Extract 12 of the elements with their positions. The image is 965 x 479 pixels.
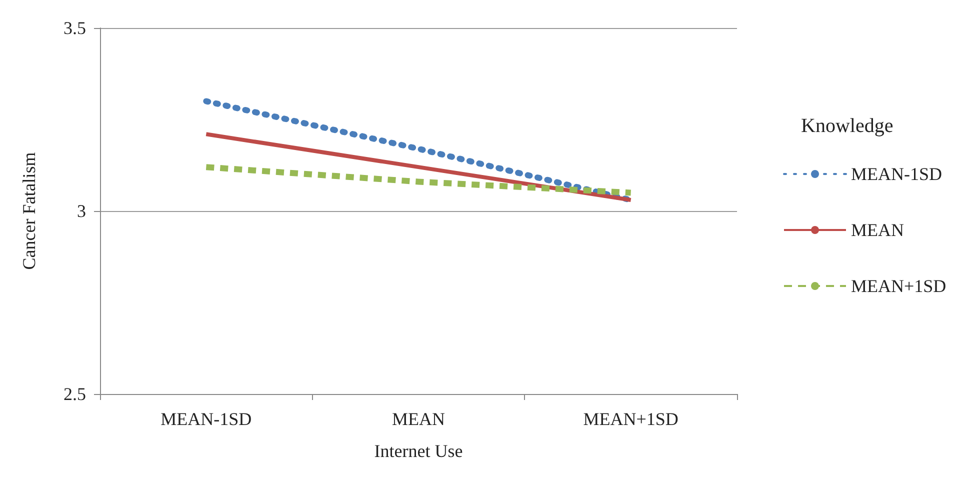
y-tick-label: 3.5 [64, 18, 86, 38]
legend-label: MEAN-1SD [851, 164, 942, 184]
x-tick-label: MEAN-1SD [160, 409, 252, 429]
legend-label: MEAN+1SD [851, 276, 946, 296]
y-tick-label: 2.5 [64, 384, 86, 404]
y-axis-title: Cancer Fatalism [19, 152, 39, 270]
x-axis-title: Internet Use [374, 441, 463, 461]
legend-title: Knowledge [801, 115, 894, 137]
y-tick-label: 3 [77, 201, 86, 221]
x-tick-label: MEAN [392, 409, 445, 429]
legend-label: MEAN [851, 220, 904, 240]
x-tick-label: MEAN+1SD [583, 409, 678, 429]
